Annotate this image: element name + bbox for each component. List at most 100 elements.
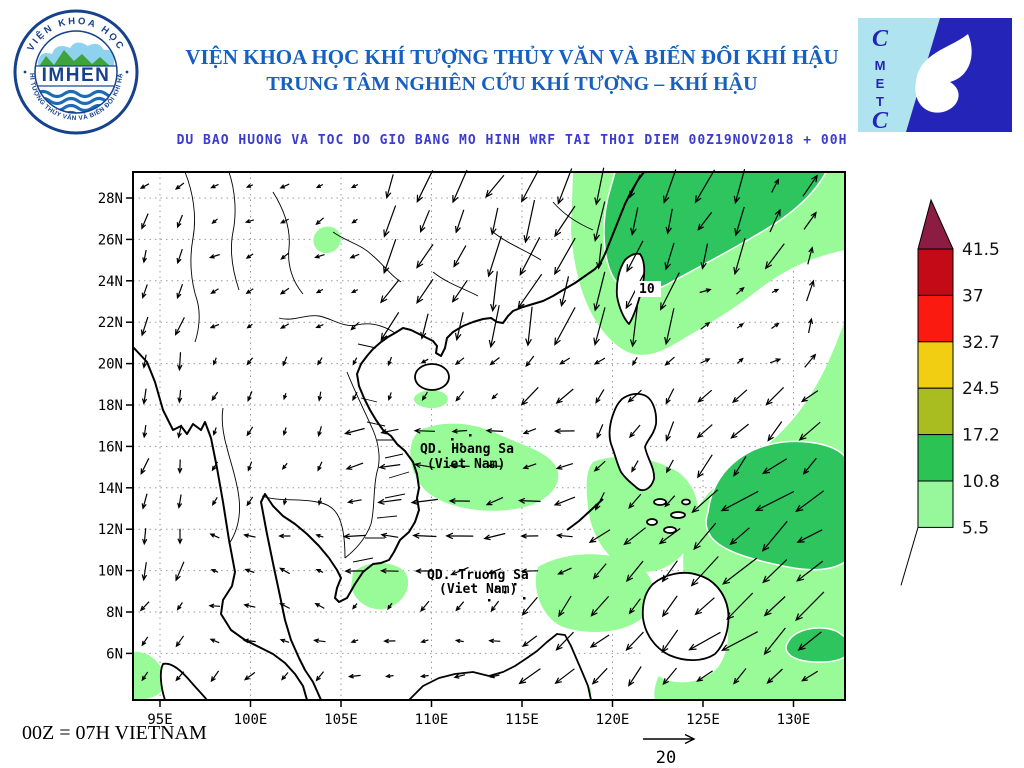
wind-arrow	[383, 638, 396, 644]
wind-arrow	[176, 214, 183, 229]
wind-arrow	[665, 208, 673, 235]
wind-arrow	[559, 276, 570, 308]
wind-arrow	[317, 391, 323, 402]
border-line	[272, 191, 304, 295]
wind-arrow	[665, 388, 675, 405]
wind-arrow	[628, 424, 641, 439]
wind-arrow	[383, 239, 397, 275]
shading-light	[410, 423, 559, 511]
wind-arrow	[141, 213, 149, 230]
wind-arrow	[451, 279, 468, 303]
wind-arrow	[453, 245, 467, 268]
wind-arrow	[245, 253, 254, 259]
wind-arrow	[800, 390, 819, 403]
legend-segment	[917, 387, 954, 436]
wind-arrow	[177, 459, 183, 474]
wind-arrow	[663, 169, 677, 204]
wind-arrow	[520, 533, 539, 539]
wind-arrow	[626, 240, 644, 273]
imhen-wordmark: IMHEN	[42, 65, 111, 86]
wind-arrow	[726, 592, 754, 621]
wind-arrow	[176, 283, 184, 300]
wind-arrow	[352, 603, 358, 610]
wind-arrow	[629, 174, 641, 199]
wind-arrow	[315, 569, 324, 574]
plot-title: DU BAO HUONG VA TOC DO GIO BANG MO HINH …	[176, 133, 848, 148]
wind-arrow	[696, 424, 713, 439]
wind-arrow	[595, 492, 605, 511]
lat-label: 18N	[98, 398, 123, 414]
scale-arrow-icon	[643, 733, 696, 745]
wind-arrow	[177, 528, 183, 545]
wind-arrow	[521, 596, 538, 616]
wind-arrow	[212, 427, 217, 436]
wind-arrow	[522, 463, 537, 470]
wind-arrow	[629, 305, 638, 348]
wind-arrow	[694, 169, 716, 204]
border-line	[184, 171, 200, 343]
island	[663, 526, 677, 534]
wind-arrow	[736, 322, 745, 329]
wind-speed-legend: 41.5 37 32.7 24.5 17.2 10.8 5.5	[893, 192, 1023, 597]
wind-arrow	[762, 559, 788, 584]
lat-label: 8N	[106, 605, 123, 621]
wind-arrow	[380, 532, 399, 539]
wind-arrow	[795, 490, 825, 513]
wind-arrow	[139, 601, 150, 612]
wind-arrow	[176, 602, 183, 611]
wind-arrow	[142, 425, 148, 439]
legend-value: 10.8	[962, 472, 1000, 492]
cmetc-swoosh	[915, 34, 972, 113]
wind-arrow	[314, 602, 325, 609]
lat-label: 22N	[98, 315, 123, 331]
wind-arrow	[483, 532, 506, 541]
wind-arrow	[282, 427, 288, 436]
wind-arrow	[278, 533, 291, 539]
wind-arrow	[413, 462, 435, 469]
wind-arrow	[174, 317, 185, 336]
wind-arrow	[350, 183, 359, 189]
wind-arrow	[279, 602, 290, 609]
wind-arrow	[347, 673, 361, 679]
wind-arrow	[796, 529, 823, 543]
wind-arrow	[588, 529, 611, 543]
wind-arrow	[555, 463, 574, 470]
cmetc-letter-c1: C	[872, 26, 889, 52]
wind-arrow	[243, 603, 256, 608]
wind-arrow	[410, 498, 439, 506]
wind-arrow	[763, 596, 786, 617]
wind-arrow	[771, 178, 780, 193]
wind-arrow	[176, 248, 183, 265]
wind-arrow	[379, 568, 399, 574]
wind-arrow	[416, 244, 434, 269]
wind-arrow	[485, 428, 504, 434]
islet-speck	[460, 443, 463, 446]
wind-arrow	[688, 631, 721, 651]
wind-arrow	[247, 461, 253, 472]
wind-arrow	[733, 456, 747, 477]
wind-arrow	[519, 237, 541, 277]
wind-arrow	[555, 533, 573, 539]
wind-arrow	[419, 210, 430, 234]
border-line	[332, 231, 402, 283]
wind-arrow	[315, 671, 324, 682]
wind-arrow	[419, 673, 429, 679]
wind-arrow	[661, 560, 678, 583]
wind-arrow	[246, 496, 254, 507]
wind-arrow	[349, 253, 360, 259]
wind-arrow	[664, 495, 676, 508]
border-line	[261, 495, 346, 559]
wind-arrow	[720, 631, 758, 651]
map-annotation: 10	[639, 282, 655, 297]
wind-arrow	[661, 595, 678, 618]
legend-value: 32.7	[962, 333, 1000, 353]
wind-arrow	[589, 634, 610, 648]
wind-arrow	[211, 461, 219, 472]
wind-arrow	[452, 169, 468, 204]
wind-arrow	[279, 323, 290, 329]
wind-arrow	[807, 246, 814, 265]
wind-arrow	[142, 249, 147, 264]
map-annotation: (Viet Nam)	[439, 582, 517, 597]
lat-label: 14N	[98, 481, 123, 497]
wind-arrow	[557, 168, 573, 205]
